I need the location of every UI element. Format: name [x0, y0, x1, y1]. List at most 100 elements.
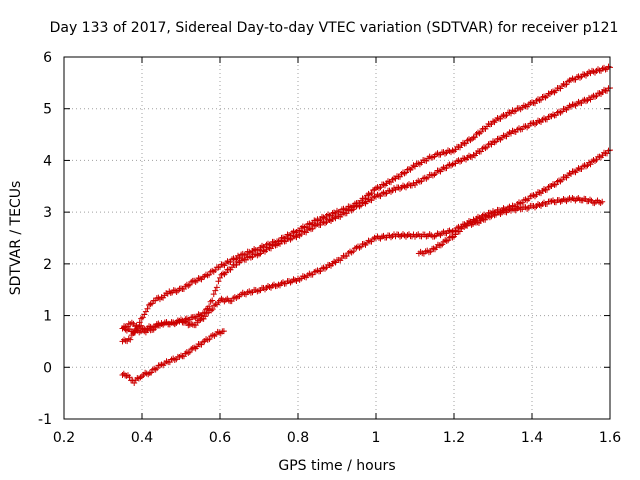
data-point	[167, 289, 174, 296]
data-point	[475, 129, 481, 136]
x-tick-label: 1	[372, 430, 381, 446]
data-point	[578, 165, 585, 172]
data-point	[225, 297, 232, 304]
data-point	[211, 302, 218, 309]
data-point	[218, 295, 225, 302]
data-point	[144, 305, 151, 312]
data-point	[185, 282, 192, 289]
data-point	[468, 221, 475, 228]
data-point	[198, 341, 205, 348]
data-point	[476, 130, 483, 137]
data-point	[508, 110, 514, 117]
data-series	[119, 63, 613, 387]
data-point	[208, 307, 215, 314]
data-point	[596, 153, 603, 160]
data-point	[180, 286, 187, 293]
data-point	[459, 223, 466, 230]
data-point	[497, 115, 504, 122]
data-point	[186, 281, 193, 288]
data-point	[141, 311, 148, 318]
data-point	[142, 308, 149, 315]
data-point	[185, 322, 192, 329]
y-tick-label: 2	[43, 257, 52, 273]
data-point	[376, 185, 382, 192]
data-point	[584, 162, 591, 169]
data-point	[461, 223, 468, 230]
data-point	[119, 325, 126, 332]
data-point	[502, 113, 508, 120]
data-point	[199, 274, 206, 281]
data-point	[260, 247, 267, 254]
data-point	[572, 197, 579, 204]
y-tick-label: 3	[43, 205, 52, 221]
data-point	[215, 278, 222, 285]
data-point	[556, 177, 562, 184]
x-axis-label: GPS time / hours	[278, 458, 395, 474]
data-point	[430, 245, 437, 252]
data-point	[569, 194, 576, 201]
data-point	[592, 93, 598, 100]
data-point	[178, 285, 184, 292]
data-point	[496, 135, 502, 142]
data-point	[532, 121, 538, 128]
data-point	[209, 306, 216, 313]
data-point	[148, 369, 155, 376]
data-point	[217, 274, 223, 281]
data-point	[182, 318, 189, 325]
data-point	[195, 275, 202, 282]
data-point	[541, 115, 547, 122]
data-point	[403, 169, 409, 176]
x-tick-label: 1.2	[443, 430, 465, 446]
data-point	[445, 237, 452, 244]
data-point	[361, 240, 367, 247]
y-tick-label: 0	[43, 360, 52, 376]
data-point	[365, 190, 372, 197]
data-point	[599, 198, 606, 205]
x-tick-label: 0.4	[131, 430, 153, 446]
data-point	[220, 328, 227, 335]
data-point	[362, 195, 369, 202]
data-point	[222, 296, 229, 303]
y-tick-label: 4	[43, 153, 52, 169]
data-point	[191, 344, 198, 351]
data-point	[131, 380, 138, 387]
data-point	[206, 303, 213, 310]
y-tick-label: 5	[43, 102, 52, 118]
data-point	[188, 320, 195, 327]
series-track-5	[415, 194, 606, 257]
data-point	[146, 301, 153, 308]
data-point	[199, 339, 206, 346]
data-point	[178, 316, 184, 323]
data-point	[536, 97, 543, 104]
x-tick-label: 1.4	[521, 430, 543, 446]
data-point	[212, 287, 219, 294]
series-track-2	[119, 85, 613, 345]
data-point	[221, 271, 228, 278]
data-point	[223, 269, 229, 276]
data-point	[209, 267, 216, 274]
data-point	[210, 291, 217, 298]
data-point	[380, 181, 387, 188]
data-point	[368, 190, 375, 197]
axis-ticks: 0.2 0.4 0.6 0.8 1 1.2 1.4 1.6 -1 0 1 2 3 4 5 6	[38, 50, 621, 446]
data-point	[180, 353, 187, 360]
y-axis-label: SDTVAR / TECUs	[8, 181, 24, 296]
data-point	[356, 244, 363, 251]
data-point	[449, 234, 456, 241]
data-point	[138, 315, 145, 322]
data-point	[406, 165, 412, 172]
data-point	[192, 278, 199, 285]
data-point	[472, 134, 478, 141]
data-point	[154, 365, 161, 372]
x-tick-label: 0.8	[287, 430, 309, 446]
data-point	[325, 211, 331, 218]
series-track-4	[119, 147, 613, 336]
series-track-3	[119, 328, 227, 387]
data-point	[151, 365, 158, 372]
data-point	[456, 228, 463, 235]
data-point	[544, 186, 550, 193]
data-point	[152, 366, 159, 373]
x-tick-label: 0.2	[53, 430, 75, 446]
data-point	[401, 170, 408, 177]
